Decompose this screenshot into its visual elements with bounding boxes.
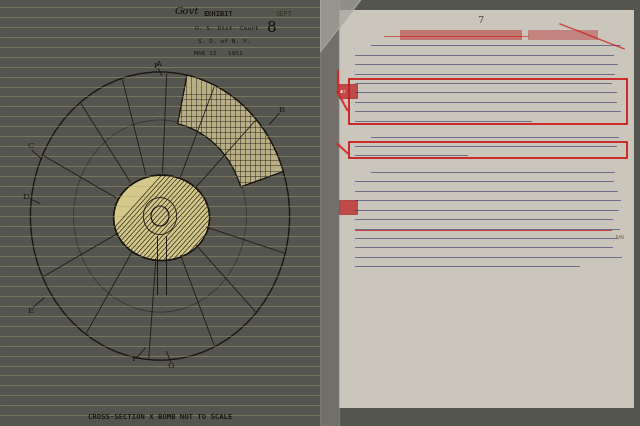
Text: C: C (27, 141, 33, 150)
Text: A: A (155, 60, 161, 68)
Bar (528, 31, 598, 41)
Bar (349, 80, 627, 125)
Bar (400, 31, 522, 41)
Text: P: P (154, 62, 159, 70)
Text: G: G (168, 361, 175, 369)
Ellipse shape (114, 176, 210, 261)
Circle shape (151, 207, 169, 227)
Text: MAR 12   1951: MAR 12 1951 (193, 51, 243, 56)
Text: 7: 7 (477, 16, 483, 25)
Text: B: B (278, 106, 285, 114)
Text: D: D (22, 193, 29, 201)
Text: S. D. of N. Y.: S. D. of N. Y. (198, 39, 251, 43)
Polygon shape (320, 0, 362, 53)
Text: EXHIBIT: EXHIBIT (204, 11, 233, 17)
Text: AEC: AEC (340, 89, 348, 94)
Polygon shape (320, 0, 339, 426)
Text: 8: 8 (268, 21, 277, 35)
Bar (339, 201, 357, 214)
Text: CROSS-SECTION X BOMB NOT TO SCALE: CROSS-SECTION X BOMB NOT TO SCALE (88, 413, 232, 419)
Bar (339, 85, 357, 98)
Wedge shape (178, 76, 284, 187)
Text: SEPT: SEPT (275, 11, 292, 17)
Polygon shape (320, 0, 362, 53)
Bar (349, 142, 627, 159)
Text: 1/6: 1/6 (614, 234, 625, 239)
Text: F: F (131, 354, 137, 363)
Text: E: E (27, 306, 33, 314)
Text: U. S. Dist. Court: U. S. Dist. Court (195, 26, 259, 31)
Text: Govt: Govt (174, 7, 199, 16)
